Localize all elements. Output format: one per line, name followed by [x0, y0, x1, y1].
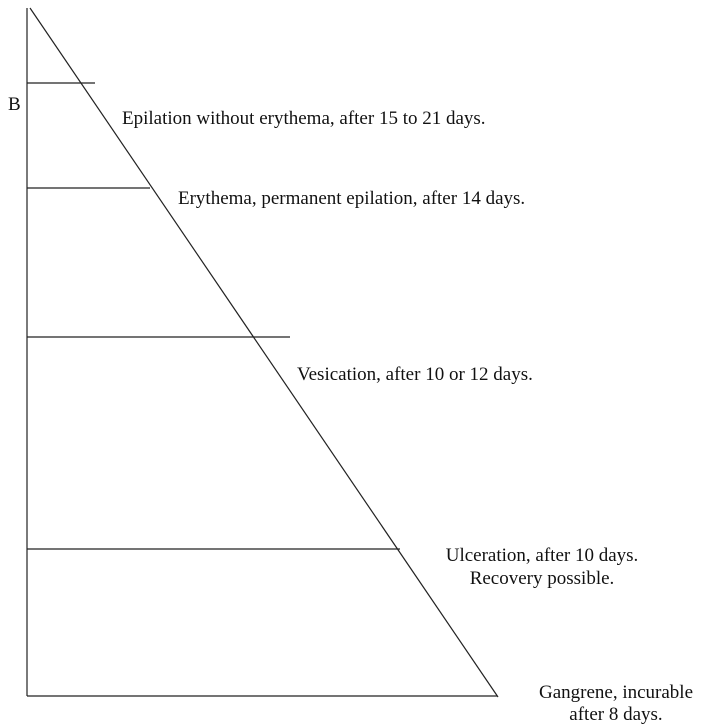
level-label: after 8 days. [569, 704, 662, 725]
axis-label: B [8, 94, 21, 115]
level-label: Erythema, permanent epilation, after 14 … [178, 188, 525, 209]
level-label: Epilation without erythema, after 15 to … [122, 108, 486, 129]
diagonal [29, 7, 499, 698]
level-label: Vesication, after 10 or 12 days. [297, 364, 533, 385]
level-label: Gangrene, incurable [539, 682, 693, 703]
level-label: Recovery possible. [470, 568, 615, 589]
level-label: Ulceration, after 10 days. [446, 545, 639, 566]
